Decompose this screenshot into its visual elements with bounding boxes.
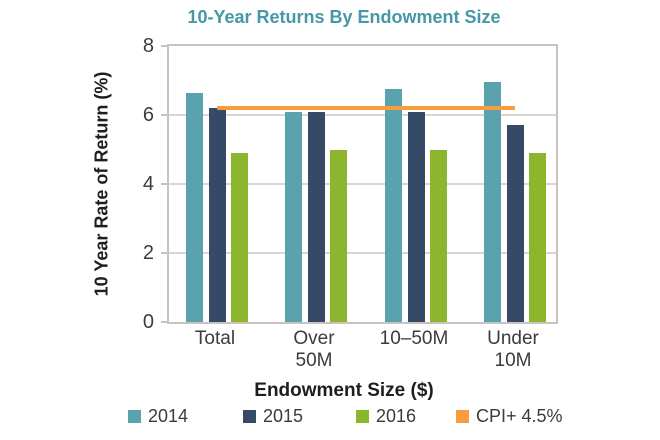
bar-2015-group3	[506, 125, 524, 322]
y-tick-mark-4	[161, 183, 167, 185]
x-tick-label-1: Over 50M	[293, 328, 335, 371]
bar-2016-group2	[430, 149, 447, 322]
x-axis-title: Endowment Size ($)	[254, 380, 434, 401]
x-tick-label-3: Under 10M	[487, 328, 539, 371]
y-tick-label-4: 4	[142, 173, 154, 195]
bar-2016-group0	[231, 152, 248, 322]
x-tick-label-2: 10–50M	[379, 328, 449, 349]
bar-2014-group3	[484, 82, 501, 322]
legend-swatch-icon	[128, 410, 141, 423]
legend-item-2014: 2014	[128, 406, 188, 427]
x-tick-label-0: Total	[194, 328, 236, 349]
plot-area	[161, 44, 558, 324]
legend-label: 2014	[148, 406, 189, 426]
legend-swatch-icon	[356, 410, 369, 423]
chart-title: 10-Year Returns By Endowment Size	[187, 7, 501, 27]
bar-2015-group0	[208, 108, 226, 322]
y-tick-label-6: 6	[142, 104, 154, 126]
gridline-2	[169, 252, 556, 254]
bar-2014-group2	[385, 89, 402, 322]
legend-item-cpi-4-5-: CPI+ 4.5%	[456, 406, 563, 427]
gridline-4	[169, 183, 556, 185]
bar-2016-group1	[330, 149, 347, 322]
y-tick-label-2: 2	[142, 242, 154, 264]
bar-2014-group0	[186, 92, 203, 322]
bar-2016-group3	[529, 152, 546, 322]
gridline-6	[169, 114, 556, 116]
cpi-reference-line	[217, 106, 515, 111]
legend-label: CPI+ 4.5%	[476, 406, 563, 426]
bar-2014-group1	[285, 111, 302, 322]
legend-label: 2015	[263, 406, 304, 426]
chart-legend: 2014 2015 2016 CPI+ 4.5%	[0, 406, 660, 430]
legend-item-2015: 2015	[243, 406, 303, 427]
y-tick-label-0: 0	[142, 311, 154, 333]
bar-2015-group2	[407, 111, 425, 322]
legend-swatch-icon	[243, 410, 256, 423]
bar-2015-group1	[307, 111, 325, 322]
y-tick-mark-2	[161, 252, 167, 254]
y-tick-mark-0	[161, 321, 167, 323]
y-tick-label-8: 8	[142, 35, 154, 57]
legend-swatch-icon	[456, 410, 469, 423]
y-tick-mark-8	[161, 45, 167, 47]
legend-item-2016: 2016	[356, 406, 416, 427]
legend-label: 2016	[376, 406, 417, 426]
y-tick-mark-6	[161, 114, 167, 116]
